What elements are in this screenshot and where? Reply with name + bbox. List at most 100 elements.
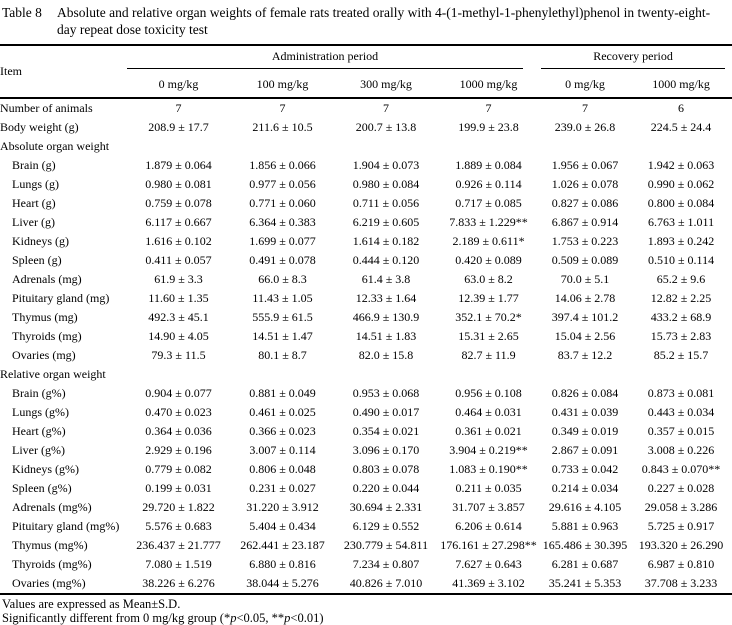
row-label: Liver (g): [12, 215, 55, 229]
value-cell: 5.576 ± 0.683: [145, 519, 212, 533]
value-cell: 7: [582, 101, 589, 115]
row-label: Adrenals (mg%): [12, 500, 92, 514]
value-cell: 14.06 ± 2.78: [554, 291, 616, 305]
value-cell: 0.759 ± 0.078: [145, 196, 212, 210]
table-row: Adrenals (mg) 61.9 ± 3.3 66.0 ± 8.3 61.4 ± …: [0, 270, 732, 289]
table-row: Spleen (g%) 0.199 ± 0.031 0.231 ± 0.027 0.2…: [0, 479, 732, 498]
value-cell: [437, 365, 540, 384]
dose-header-row: 0 mg/kg 100 mg/kg 300 mg/kg 1000 mg/kg 0…: [0, 72, 732, 99]
value-cell: 0.420 ± 0.089: [455, 253, 522, 267]
value-cell: [540, 365, 630, 384]
value-cell: [230, 137, 335, 156]
table-row: Heart (g) 0.759 ± 0.078 0.771 ± 0.060 0.711…: [0, 194, 732, 213]
value-cell: 6.129 ± 0.552: [352, 519, 420, 533]
row-label: Thymus (mg%): [12, 538, 88, 552]
section-row: Relative organ weight: [0, 365, 732, 384]
value-cell: 3.096 ± 0.170: [352, 443, 420, 457]
value-cell: 14.90 ± 4.05: [148, 329, 209, 343]
value-cell: 12.33 ± 1.64: [355, 291, 417, 305]
row-label: Heart (g%): [12, 424, 66, 438]
value-cell: 1.889 ± 0.084: [455, 158, 522, 172]
value-cell: 79.3 ± 11.5: [151, 348, 206, 362]
value-cell: 239.0 ± 26.8: [554, 120, 616, 134]
value-cell: 0.220 ± 0.044: [352, 481, 420, 495]
table-row: Spleen (g) 0.411 ± 0.057 0.491 ± 0.078 0.44…: [0, 251, 732, 270]
row-label: Pituitary gland (mg): [12, 291, 110, 305]
col-header-item: Item: [0, 45, 127, 99]
value-cell: 0.231 ± 0.027: [249, 481, 316, 495]
row-label: Spleen (g): [12, 253, 62, 267]
value-cell: 0.800 ± 0.084: [647, 196, 715, 210]
row-label: Liver (g%): [12, 443, 65, 457]
value-cell: 0.349 ± 0.019: [551, 424, 619, 438]
table-row: Ovaries (mg) 79.3 ± 11.5 80.1 ± 8.7 82.0 ± …: [0, 346, 732, 365]
value-cell: 1.614 ± 0.182: [352, 234, 420, 248]
value-cell: 492.3 ± 45.1: [148, 310, 209, 324]
table-caption: Table 8 Absolute and relative organ weig…: [0, 0, 732, 42]
value-cell: 7: [279, 101, 286, 115]
footnote-significance-mid: <0.05, **: [236, 611, 285, 625]
footnote-significance: Significantly different from 0 mg/kg gro…: [2, 611, 732, 625]
value-cell: 555.9 ± 61.5: [252, 310, 313, 324]
row-label: Pituitary gland (mg%): [12, 519, 120, 533]
value-cell: 7.080 ± 1.519: [145, 557, 212, 571]
value-cell: [335, 137, 437, 156]
table-row: Kidneys (g%) 0.779 ± 0.082 0.806 ± 0.048 0.…: [0, 460, 732, 479]
value-cell: 14.51 ± 1.47: [252, 329, 313, 343]
value-cell: 1.753 ± 0.223: [551, 234, 619, 248]
organ-weights-table: Item Administration period Recovery peri…: [0, 44, 732, 595]
value-cell: 0.354 ± 0.021: [352, 424, 420, 438]
value-cell: 230.779 ± 54.811: [343, 538, 429, 552]
table-row: Body weight (g) 208.9 ± 17.7 211.6 ± 10.5 2…: [0, 118, 732, 137]
value-cell: 1.893 ± 0.242: [647, 234, 715, 248]
value-cell: 0.733 ± 0.042: [551, 462, 619, 476]
value-cell: [335, 365, 437, 384]
value-cell: 82.0 ± 15.8: [358, 348, 414, 362]
table-row: Thymus (mg) 492.3 ± 45.1 555.9 ± 61.5 466.9…: [0, 308, 732, 327]
value-cell: 0.779 ± 0.082: [145, 462, 212, 476]
table-row: Thymus (mg%) 236.437 ± 21.777 262.441 ± 23…: [0, 536, 732, 555]
row-label: Kidneys (g%): [12, 462, 79, 476]
footnote-mean-sd: Values are expressed as Mean±S.D.: [2, 597, 181, 611]
value-cell: 352.1 ± 70.2*: [455, 310, 522, 324]
value-cell: 3.008 ± 0.226: [647, 443, 715, 457]
value-cell: 6.117 ± 0.667: [145, 215, 212, 229]
value-cell: 262.441 ± 23.187: [240, 538, 325, 552]
value-cell: 1.856 ± 0.066: [249, 158, 316, 172]
value-cell: 6: [678, 101, 685, 115]
value-cell: 80.1 ± 8.7: [258, 348, 307, 362]
value-cell: 0.956 ± 0.108: [455, 386, 522, 400]
table-row: Thyroids (mg) 14.90 ± 4.05 14.51 ± 1.47 14.…: [0, 327, 732, 346]
row-label: Body weight (g): [0, 120, 79, 134]
col-header-dose-admin-1000: 1000 mg/kg: [437, 72, 541, 99]
table-row: Pituitary gland (mg%) 5.576 ± 0.683 5.404 …: [0, 517, 732, 536]
value-cell: 40.826 ± 7.010: [349, 576, 423, 590]
value-cell: 7.627 ± 0.643: [455, 557, 522, 571]
value-cell: 0.411 ± 0.057: [145, 253, 212, 267]
value-cell: 6.206 ± 0.614: [455, 519, 522, 533]
value-cell: 37.708 ± 3.233: [644, 576, 718, 590]
value-cell: 5.881 ± 0.963: [551, 519, 619, 533]
value-cell: 30.694 ± 2.331: [349, 500, 423, 514]
value-cell: 397.4 ± 101.2: [551, 310, 619, 324]
value-cell: 0.509 ± 0.089: [551, 253, 619, 267]
value-cell: 6.987 ± 0.810: [647, 557, 715, 571]
table-row: Brain (g) 1.879 ± 0.064 1.856 ± 0.066 1.904…: [0, 156, 732, 175]
col-group-administration-period: Administration period: [127, 45, 540, 72]
value-cell: 1.956 ± 0.067: [551, 158, 619, 172]
footnote-p-symbol: p: [230, 611, 237, 625]
value-cell: 6.867 ± 0.914: [551, 215, 619, 229]
value-cell: 0.873 ± 0.081: [647, 386, 715, 400]
col-group-recovery-period: Recovery period: [540, 45, 732, 72]
row-label: Spleen (g%): [12, 481, 72, 495]
value-cell: 199.9 ± 23.8: [458, 120, 519, 134]
value-cell: 0.977 ± 0.056: [249, 177, 316, 191]
value-cell: 0.843 ± 0.070**: [641, 462, 721, 476]
value-cell: 38.226 ± 6.276: [142, 576, 215, 590]
group-header-row: Item Administration period Recovery peri…: [0, 45, 732, 99]
value-cell: 6.281 ± 0.687: [551, 557, 619, 571]
value-cell: [630, 365, 732, 384]
value-cell: [630, 137, 732, 156]
col-header-dose-recovery-1000: 1000 mg/kg: [630, 72, 732, 99]
value-cell: 15.04 ± 2.56: [554, 329, 616, 343]
